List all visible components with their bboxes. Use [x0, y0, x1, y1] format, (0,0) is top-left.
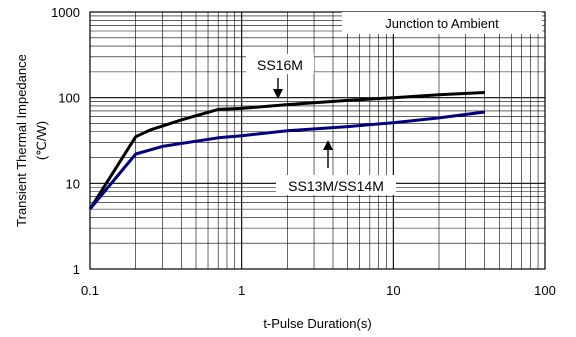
x-tick-label: 10 [386, 283, 400, 298]
x-tick-label: 100 [534, 283, 556, 298]
x-axis-label: t-Pulse Duration(s) [263, 316, 371, 331]
series-label-layer: SS16M SS13M/SS14M [246, 54, 396, 195]
y-tick-label: 1 [73, 262, 80, 277]
y-tick-label: 100 [58, 91, 80, 106]
y-tick-label: 10 [66, 176, 80, 191]
annotation-box-text: Junction to Ambient [385, 16, 499, 31]
y-axis-label: Transient Thermal Impedance [14, 54, 29, 227]
grid-lines [89, 11, 546, 270]
ss13m-ss14m-arrow-head [323, 140, 333, 150]
y-axis-unit-label: (℃/W) [34, 121, 49, 160]
ss13m-ss14m-label: SS13M/SS14M [288, 178, 384, 194]
series-layer [88, 91, 485, 211]
ss16m-label: SS16M [257, 57, 303, 73]
x-tick-label: 0.1 [81, 283, 99, 298]
annotation-box: Junction to Ambient [342, 12, 542, 34]
x-tick-label: 1 [238, 283, 245, 298]
ss16m-arrow-head [273, 89, 283, 99]
annotation-box-background [342, 12, 542, 34]
ss16m-series-line [88, 91, 485, 210]
ss16m-label-bg [246, 54, 314, 74]
ss13m-ss14m-label-bg [276, 175, 396, 195]
y-tick-label: 1000 [51, 5, 80, 20]
plot-frame [89, 11, 546, 270]
ss13m-ss14m-series-line [88, 110, 485, 211]
